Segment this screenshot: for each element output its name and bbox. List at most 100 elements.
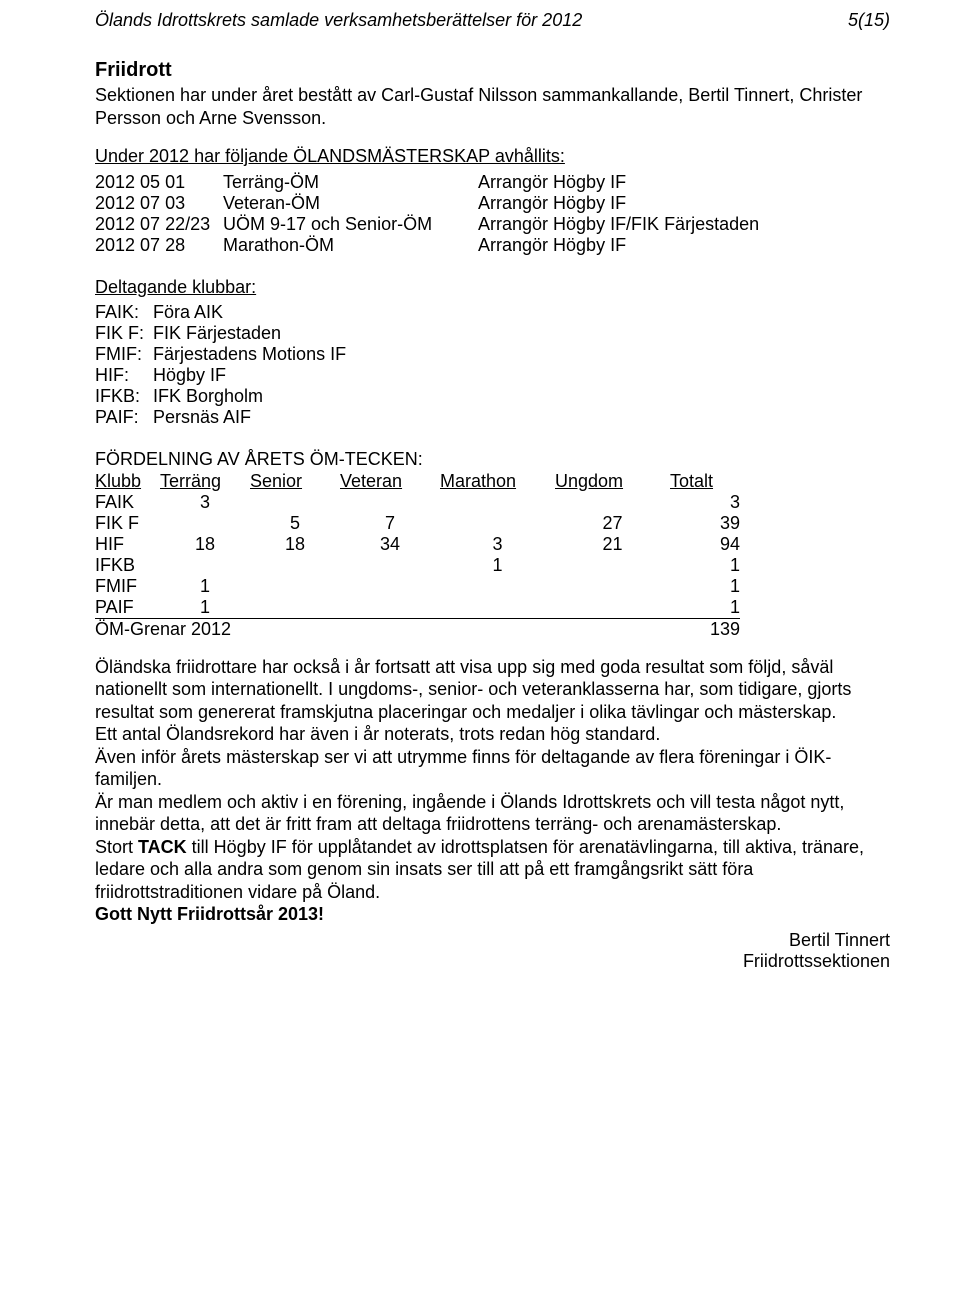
event-organiser: Arrangör Högby IF: [478, 193, 759, 214]
om-summary-label: ÖM-Grenar 2012: [95, 618, 670, 640]
om-terrang: [160, 513, 250, 534]
om-heading: FÖRDELNING AV ÅRETS ÖM-TECKEN:: [95, 448, 890, 471]
om-veteran: [340, 576, 440, 597]
om-ungdom: [555, 555, 670, 576]
paragraph-6: Gott Nytt Friidrottsår 2013!: [95, 903, 890, 926]
signature-block: Bertil Tinnert Friidrottssektionen: [95, 930, 890, 972]
om-ungdom: [555, 597, 670, 619]
club-abbr: FAIK:: [95, 302, 153, 323]
p5-post: till Högby IF för upplåtandet av idrotts…: [95, 837, 864, 902]
om-senior: 18: [250, 534, 340, 555]
p5-pre: Stort: [95, 837, 138, 857]
header-page-number: 5(15): [848, 10, 890, 31]
clubs-row: FMIF:Färjestadens Motions IF: [95, 344, 352, 365]
om-senior: 5: [250, 513, 340, 534]
om-marathon: [440, 597, 555, 619]
om-veteran: [340, 555, 440, 576]
event-date: 2012 07 28: [95, 235, 223, 256]
p5-tack: TACK: [138, 837, 187, 857]
om-klubb: FIK F: [95, 513, 160, 534]
om-totalt: 1: [670, 576, 740, 597]
om-terrang: 18: [160, 534, 250, 555]
clubs-row: HIF:Högby IF: [95, 365, 352, 386]
om-ungdom: [555, 576, 670, 597]
paragraph-1: Öländska friidrottare har också i år for…: [95, 656, 890, 724]
header-left: Ölands Idrottskrets samlade verksamhetsb…: [95, 10, 582, 31]
event-organiser: Arrangör Högby IF/FIK Färjestaden: [478, 214, 759, 235]
om-ungdom: 27: [555, 513, 670, 534]
events-row: 2012 05 01Terräng-ÖMArrangör Högby IF: [95, 172, 759, 193]
om-terrang: 1: [160, 597, 250, 619]
club-name: IFK Borgholm: [153, 386, 352, 407]
om-totalt: 1: [670, 597, 740, 619]
om-veteran: [340, 597, 440, 619]
om-totalt: 94: [670, 534, 740, 555]
events-table: 2012 05 01Terräng-ÖMArrangör Högby IF201…: [95, 172, 759, 256]
club-name: Färjestadens Motions IF: [153, 344, 352, 365]
om-terrang: [160, 555, 250, 576]
om-marathon: [440, 492, 555, 513]
om-klubb: IFKB: [95, 555, 160, 576]
club-abbr: FIK F:: [95, 323, 153, 344]
om-totalt: 1: [670, 555, 740, 576]
om-senior: [250, 555, 340, 576]
event-name: UÖM 9-17 och Senior-ÖM: [223, 214, 478, 235]
om-senior: [250, 576, 340, 597]
event-name: Marathon-ÖM: [223, 235, 478, 256]
events-row: 2012 07 22/23UÖM 9-17 och Senior-ÖMArran…: [95, 214, 759, 235]
event-date: 2012 05 01: [95, 172, 223, 193]
clubs-heading: Deltagande klubbar:: [95, 276, 890, 299]
clubs-row: FAIK:Föra AIK: [95, 302, 352, 323]
om-marathon: [440, 576, 555, 597]
paragraph-5: Stort TACK till Högby IF för upplåtandet…: [95, 836, 890, 904]
event-name: Terräng-ÖM: [223, 172, 478, 193]
events-heading: Under 2012 har följande ÖLANDSMÄSTERSKAP…: [95, 145, 890, 168]
om-row: IFKB 1 1: [95, 555, 740, 576]
events-row: 2012 07 28Marathon-ÖMArrangör Högby IF: [95, 235, 759, 256]
clubs-table: FAIK:Föra AIKFIK F:FIK FärjestadenFMIF:F…: [95, 302, 352, 428]
om-klubb: FMIF: [95, 576, 160, 597]
clubs-row: IFKB:IFK Borgholm: [95, 386, 352, 407]
om-marathon: 3: [440, 534, 555, 555]
intro-paragraph: Sektionen har under året bestått av Carl…: [95, 84, 890, 129]
om-summary-row: ÖM-Grenar 2012139: [95, 618, 740, 640]
col-totalt: Totalt: [670, 471, 740, 492]
events-row: 2012 07 03Veteran-ÖMArrangör Högby IF: [95, 193, 759, 214]
col-klubb: Klubb: [95, 471, 160, 492]
club-name: Föra AIK: [153, 302, 352, 323]
document-page: Ölands Idrottskrets samlade verksamhetsb…: [0, 0, 960, 1293]
col-senior: Senior: [250, 471, 340, 492]
om-marathon: [440, 513, 555, 534]
om-marathon: 1: [440, 555, 555, 576]
om-klubb: PAIF: [95, 597, 160, 619]
om-klubb: FAIK: [95, 492, 160, 513]
om-totalt: 3: [670, 492, 740, 513]
om-klubb: HIF: [95, 534, 160, 555]
club-name: Persnäs AIF: [153, 407, 352, 428]
event-organiser: Arrangör Högby IF: [478, 172, 759, 193]
om-ungdom: 21: [555, 534, 670, 555]
om-row: PAIF11: [95, 597, 740, 619]
signature-name: Bertil Tinnert: [95, 930, 890, 951]
om-totalt: 39: [670, 513, 740, 534]
om-veteran: [340, 492, 440, 513]
event-organiser: Arrangör Högby IF: [478, 235, 759, 256]
col-veteran: Veteran: [340, 471, 440, 492]
om-row: FIK F572739: [95, 513, 740, 534]
club-name: Högby IF: [153, 365, 352, 386]
signature-section: Friidrottssektionen: [95, 951, 890, 972]
club-name: FIK Färjestaden: [153, 323, 352, 344]
col-terrang: Terräng: [160, 471, 250, 492]
page-header: Ölands Idrottskrets samlade verksamhetsb…: [95, 10, 890, 31]
section-title: Friidrott: [95, 59, 890, 82]
paragraph-4: Är man medlem och aktiv i en förening, i…: [95, 791, 890, 836]
col-ungdom: Ungdom: [555, 471, 670, 492]
om-row: FAIK33: [95, 492, 740, 513]
om-senior: [250, 492, 340, 513]
om-row: FMIF11: [95, 576, 740, 597]
event-date: 2012 07 22/23: [95, 214, 223, 235]
club-abbr: FMIF:: [95, 344, 153, 365]
col-marathon: Marathon: [440, 471, 555, 492]
om-summary-total: 139: [670, 618, 740, 640]
om-terrang: 1: [160, 576, 250, 597]
